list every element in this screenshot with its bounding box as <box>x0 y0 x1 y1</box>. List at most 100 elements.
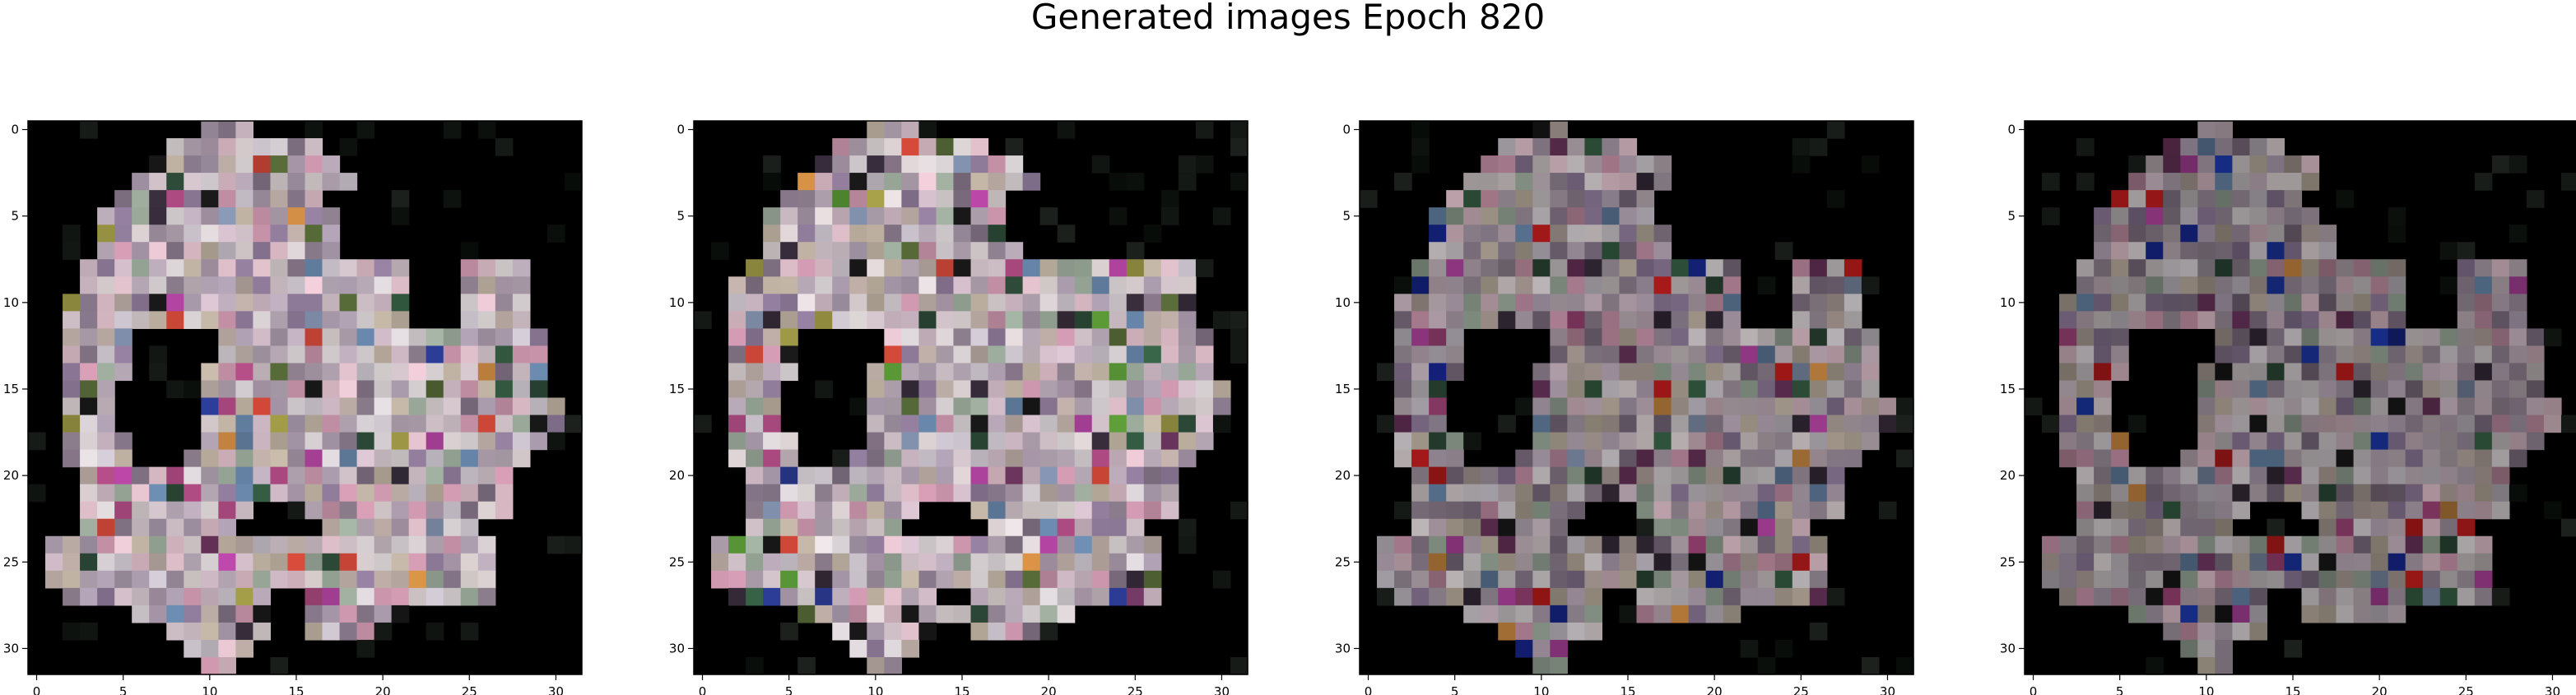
pixel-cell <box>1757 449 1776 468</box>
pixel-cell <box>1878 415 1897 433</box>
pixel-cell <box>2388 553 2406 572</box>
pixel-cell <box>374 380 393 399</box>
pixel-cell <box>1057 380 1076 399</box>
pixel-cell <box>1022 259 1041 277</box>
pixel-cell <box>918 242 937 260</box>
pixel-cell <box>477 466 496 485</box>
pixel-cell <box>1109 518 1128 537</box>
pixel-cell <box>443 380 462 399</box>
pixel-cell <box>1143 363 1162 382</box>
pixel-cell <box>339 345 358 364</box>
pixel-cell <box>374 605 393 623</box>
pixel-cell <box>1411 484 1430 503</box>
pixel-cell <box>2318 294 2337 312</box>
pixel-cell <box>1602 397 1620 416</box>
pixel-cell <box>2076 587 2095 606</box>
pixel-cell <box>2059 311 2077 329</box>
pixel-cell <box>1619 155 1638 174</box>
pixel-cell <box>1653 173 1672 191</box>
pixel-cell <box>322 155 341 174</box>
pixel-cell <box>1584 415 1603 433</box>
pixel-cell <box>1446 276 1464 294</box>
pixel-cell <box>2094 553 2112 572</box>
pixel-cell <box>728 397 746 416</box>
pixel-cell <box>201 449 219 468</box>
pixel-cell <box>970 449 989 468</box>
pixel-cell <box>1792 311 1811 329</box>
pixel-cell <box>780 587 798 606</box>
pixel-cell <box>1532 484 1551 503</box>
pixel-cell <box>1688 311 1707 329</box>
pixel-cell <box>1671 397 1690 416</box>
pixel-cell <box>2180 449 2198 468</box>
pixel-cell <box>1446 466 1464 485</box>
pixel-cell <box>2128 155 2146 174</box>
pixel-cell <box>953 363 972 382</box>
pixel-cell <box>495 397 514 416</box>
pixel-cell <box>1774 501 1793 520</box>
pixel-cell <box>1091 449 1110 468</box>
pixel-cell <box>2094 207 2112 225</box>
pixel-cell <box>305 397 323 416</box>
pixel-cell <box>287 449 306 468</box>
pixel-cell <box>1377 415 1395 433</box>
pixel-cell <box>1757 518 1776 537</box>
pixel-cell <box>356 259 375 277</box>
pixel-cell <box>201 121 219 139</box>
pixel-cell <box>988 380 1007 399</box>
pixel-cell <box>1671 484 1690 503</box>
pixel-cell <box>1584 553 1603 572</box>
pixel-cell <box>1792 466 1811 485</box>
pixel-cell <box>884 656 902 675</box>
pixel-cell <box>1619 225 1638 243</box>
pixel-cell <box>218 138 236 156</box>
pixel-cell <box>97 397 115 416</box>
pixel-cell <box>988 276 1007 294</box>
pixel-cell <box>1074 449 1093 468</box>
pixel-cell <box>867 622 885 641</box>
pixel-cell <box>1602 276 1620 294</box>
pixel-cell <box>970 535 989 554</box>
pixel-cell <box>1861 328 1880 347</box>
pixel-cell <box>815 484 833 503</box>
pixel-cell <box>2301 553 2320 572</box>
pixel-cell <box>728 294 746 312</box>
pixel-cell <box>1411 259 1430 277</box>
pixel-cell <box>1446 311 1464 329</box>
pixel-cell <box>1671 415 1690 433</box>
pixel-cell <box>1809 397 1828 416</box>
pixel-cell <box>305 622 323 641</box>
pixel-cell <box>2370 345 2389 364</box>
pixel-cell <box>2267 155 2285 174</box>
pixel-cell <box>322 622 341 641</box>
pixel-cell <box>2180 553 2198 572</box>
pixel-cell <box>884 121 902 139</box>
y-tick-label: 10 <box>3 295 19 310</box>
pixel-cell <box>1653 570 1672 589</box>
pixel-cell <box>2111 259 2129 277</box>
pixel-cell <box>391 449 410 468</box>
pixel-cell <box>1143 380 1162 399</box>
pixel-cell <box>97 311 115 329</box>
pixel-cell <box>2543 397 2562 416</box>
pixel-cell <box>1411 553 1430 572</box>
pixel-cell <box>867 432 885 451</box>
pixel-cell <box>763 345 781 364</box>
pixel-cell <box>2284 207 2303 225</box>
pixel-cell <box>114 484 133 503</box>
pixel-cell <box>1212 415 1231 433</box>
pixel-cell <box>2405 553 2424 572</box>
pixel-cell <box>2388 415 2406 433</box>
pixel-cell <box>901 345 920 364</box>
pixel-cell <box>1230 345 1248 364</box>
pixel-cell <box>763 328 781 347</box>
pixel-cell <box>1723 259 1741 277</box>
pixel-cell <box>1774 570 1793 589</box>
pixel-cell <box>322 294 341 312</box>
pixel-cell <box>1723 397 1741 416</box>
pixel-cell <box>2284 345 2303 364</box>
pixel-cell <box>970 345 989 364</box>
pixel-cell <box>2457 587 2476 606</box>
pixel-cell <box>1740 553 1759 572</box>
